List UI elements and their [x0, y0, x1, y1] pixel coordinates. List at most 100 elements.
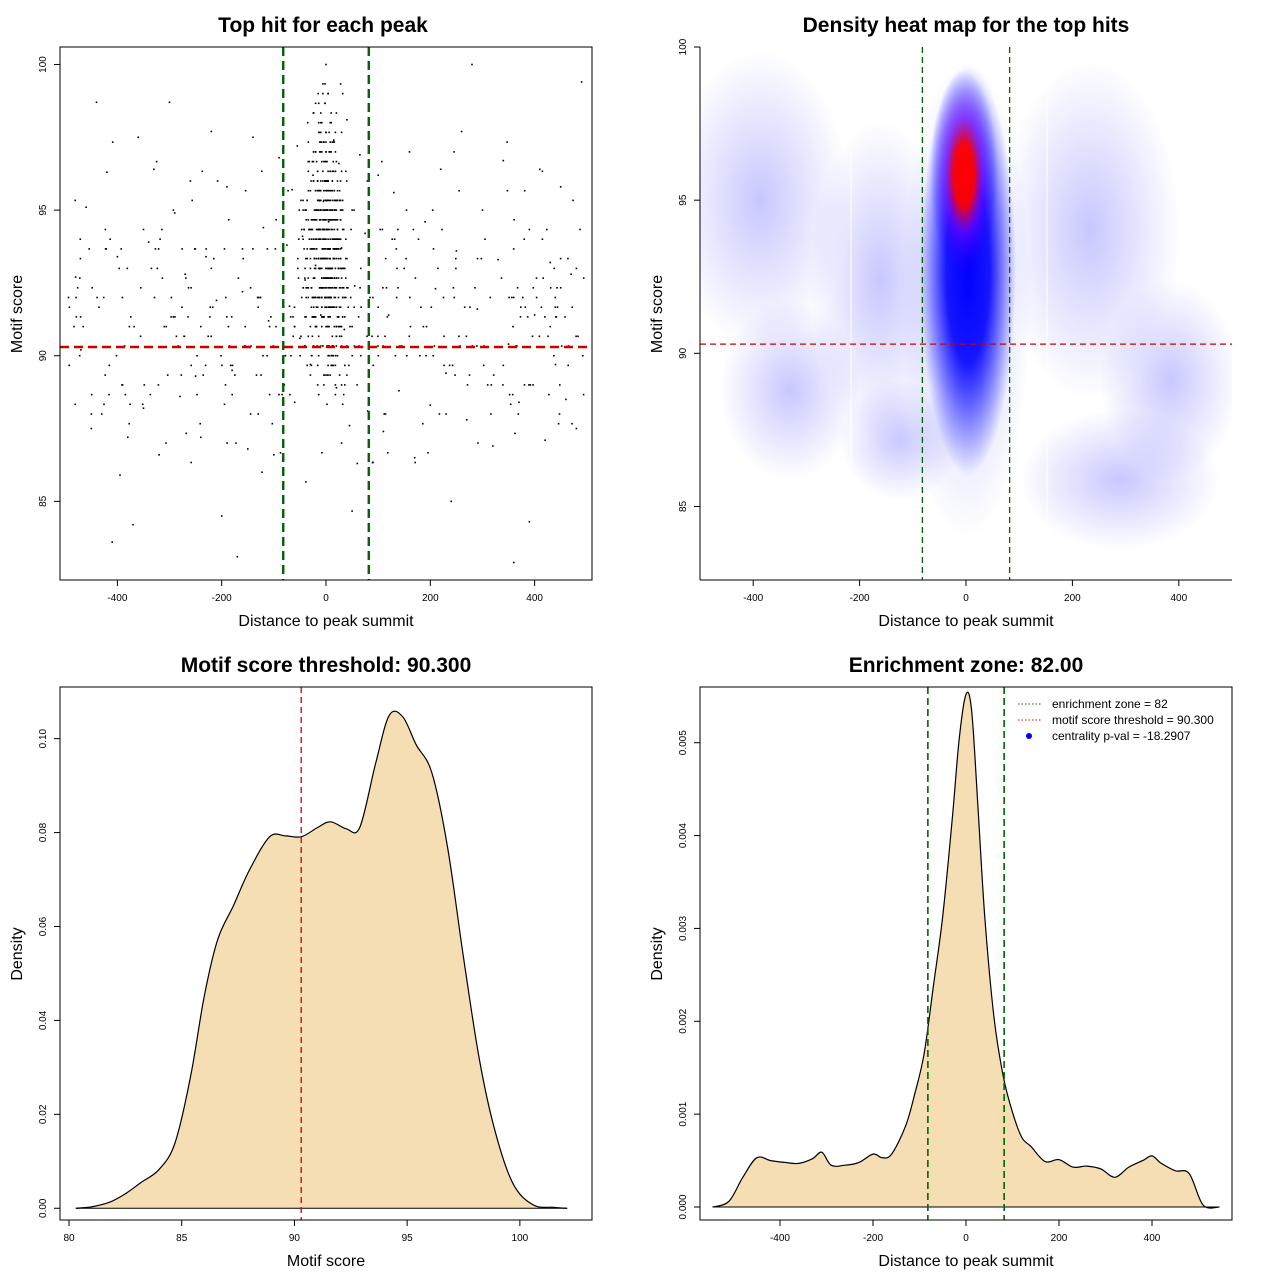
scatter-point: [339, 83, 342, 85]
scatter-point: [341, 296, 344, 299]
scatter-point: [336, 316, 339, 318]
scatter-point: [325, 160, 327, 163]
scatter-point: [119, 474, 121, 476]
scatter-point: [323, 189, 325, 192]
scatter-point: [340, 209, 343, 211]
scatter-point: [259, 296, 262, 299]
scatter-point: [241, 248, 244, 250]
scatter-point: [313, 209, 316, 211]
scatter-point: [337, 257, 340, 260]
scatter-point: [213, 257, 215, 260]
scatter-point: [329, 287, 332, 289]
scatter-point: [351, 510, 353, 512]
scatter-point: [492, 374, 495, 376]
scatter-point: [500, 277, 503, 279]
scatter-point: [331, 180, 334, 182]
scatter-point: [320, 180, 322, 182]
scatter-point: [321, 316, 323, 318]
scatter-point: [323, 228, 325, 231]
scatter-point: [490, 413, 492, 415]
scatter-point: [249, 413, 252, 415]
scatter-point: [88, 248, 90, 250]
scatter-point: [305, 257, 307, 260]
scatter-point: [324, 228, 326, 231]
scatter-point: [156, 267, 159, 270]
scatter-point: [359, 287, 361, 289]
scatter-point: [512, 296, 515, 299]
scatter-point: [334, 354, 337, 357]
scatter-point: [317, 131, 320, 134]
scatter-point: [340, 170, 343, 173]
scatter-point: [492, 445, 494, 447]
scatter-point: [540, 306, 543, 308]
scatter-point: [406, 354, 408, 357]
scatter-point: [201, 170, 204, 173]
scatter-point: [194, 248, 197, 250]
scatter-point: [335, 345, 338, 347]
scatter-point: [511, 393, 514, 396]
scatter-point: [335, 112, 338, 114]
scatter-point: [471, 63, 473, 66]
scatter-point: [575, 267, 578, 270]
scatter-point: [425, 354, 427, 357]
scatter-point: [556, 306, 559, 308]
scatter-point: [453, 296, 456, 299]
scatter-point: [329, 141, 331, 143]
scatter-point: [326, 325, 328, 328]
scatter-point: [337, 277, 340, 279]
scatter-point: [460, 130, 463, 133]
scatter-point: [424, 221, 426, 223]
scatter-point: [393, 238, 396, 240]
scatter-point: [220, 354, 222, 357]
scatter-point: [341, 199, 344, 202]
scatter-point: [316, 296, 319, 299]
scatter-point: [339, 257, 342, 260]
scatter-point: [332, 160, 335, 163]
scatter-point: [337, 248, 340, 250]
scatter-point: [111, 141, 114, 143]
scatter-point: [555, 316, 557, 318]
scatter-point: [183, 335, 185, 338]
scatter-point: [231, 369, 233, 372]
scatter-point: [314, 264, 317, 267]
x-tick-label: 0: [323, 593, 329, 604]
scatter-point: [278, 156, 280, 159]
scatter-point: [316, 228, 319, 231]
scatter-point: [458, 335, 460, 338]
scatter-point: [317, 228, 320, 231]
scatter-point: [333, 199, 336, 202]
scatter-point: [286, 244, 288, 246]
x-tick-label: 80: [63, 1233, 75, 1244]
scatter-point: [325, 189, 327, 192]
legend-entry-label: centrality p-val = -18.2907: [1052, 729, 1191, 743]
scatter-point: [341, 228, 344, 231]
scatter-point: [223, 248, 226, 250]
scatter-point: [334, 131, 337, 134]
scatter-point: [315, 238, 318, 240]
scatter-point: [443, 364, 445, 367]
scatter-point: [335, 257, 338, 260]
scatter-point: [327, 170, 329, 173]
scatter-point: [205, 248, 207, 250]
scatter-point: [347, 287, 349, 289]
scatter-point: [310, 364, 313, 367]
scatter-point: [312, 219, 315, 221]
y-tick-label: 0.000: [678, 1194, 689, 1219]
scatter-point: [414, 277, 417, 279]
scatter-point: [331, 287, 334, 289]
scatter-point: [302, 209, 304, 211]
scatter-point: [330, 267, 332, 270]
scatter-point: [129, 403, 131, 406]
scatter-point: [395, 248, 398, 250]
scatter-point: [384, 257, 387, 260]
scatter-point: [321, 287, 323, 289]
scatter-point: [306, 248, 308, 250]
scatter-point: [437, 267, 439, 270]
scatter-point: [409, 296, 411, 299]
scatter-point: [298, 238, 300, 240]
scatter-point: [554, 306, 557, 308]
scatter-point: [330, 306, 332, 308]
scatter-point: [313, 277, 316, 279]
scatter-point: [302, 199, 304, 202]
scatter-point: [224, 384, 227, 386]
